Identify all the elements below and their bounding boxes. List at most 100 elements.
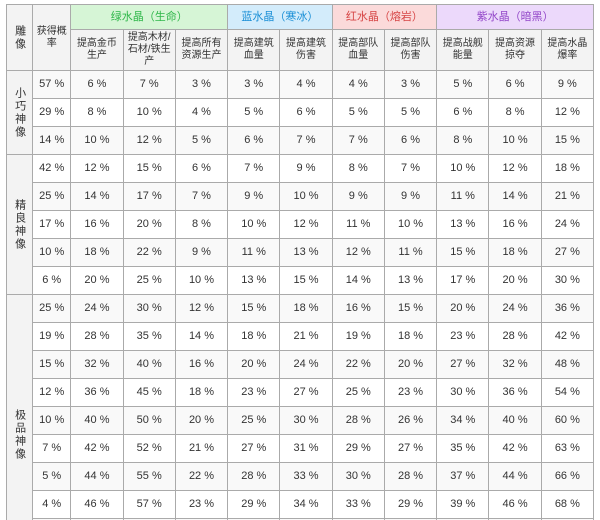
value-cell: 7 % [228,155,280,183]
value-cell: 25 % [123,267,175,295]
value-cell: 22 % [332,351,384,379]
value-cell: 6 % [71,71,123,99]
value-cell: 11 % [384,239,436,267]
prob-cell: 15 % [33,351,71,379]
value-cell: 18 % [175,379,227,407]
value-cell: 42 % [489,435,541,463]
value-cell: 3 % [228,71,280,99]
value-cell: 7 % [175,183,227,211]
value-cell: 54 % [541,379,593,407]
value-cell: 20 % [489,267,541,295]
section-label: 小巧神像 [7,71,33,155]
value-cell: 9 % [541,71,593,99]
col-header-probability: 获得概率 [33,5,71,71]
value-cell: 11 % [332,211,384,239]
value-cell: 18 % [489,239,541,267]
value-cell: 42 % [71,435,123,463]
value-cell: 5 % [332,99,384,127]
value-cell: 15 % [384,295,436,323]
value-cell: 13 % [437,211,489,239]
prob-cell: 17 % [33,211,71,239]
section-label: 精良神像 [7,155,33,295]
prob-cell: 6 % [33,267,71,295]
value-cell: 7 % [384,155,436,183]
value-cell: 4 % [332,71,384,99]
value-cell: 52 % [123,435,175,463]
value-cell: 6 % [437,99,489,127]
prob-cell: 25 % [33,295,71,323]
value-cell: 17 % [437,267,489,295]
sub-header: 提高所有资源生产 [175,30,227,71]
value-cell: 22 % [175,463,227,491]
value-cell: 35 % [437,435,489,463]
table-row: 29 %8 %10 %4 %5 %6 %5 %5 %6 %8 %12 % [7,99,594,127]
value-cell: 14 % [332,267,384,295]
value-cell: 10 % [228,211,280,239]
value-cell: 9 % [175,239,227,267]
value-cell: 9 % [332,183,384,211]
value-cell: 13 % [384,267,436,295]
group-header: 红水晶（熔岩） [332,5,437,30]
value-cell: 12 % [332,239,384,267]
value-cell: 5 % [228,99,280,127]
value-cell: 20 % [71,267,123,295]
value-cell: 25 % [332,379,384,407]
prob-cell: 5 % [33,463,71,491]
value-cell: 15 % [228,295,280,323]
value-cell: 28 % [332,407,384,435]
value-cell: 10 % [71,127,123,155]
value-cell: 27 % [541,239,593,267]
value-cell: 10 % [123,99,175,127]
value-cell: 15 % [280,267,332,295]
value-cell: 45 % [123,379,175,407]
value-cell: 29 % [228,491,280,519]
value-cell: 30 % [280,407,332,435]
value-cell: 20 % [228,351,280,379]
prob-cell: 19 % [33,323,71,351]
group-header: 蓝水晶（寒冰） [228,5,333,30]
value-cell: 19 % [332,323,384,351]
value-cell: 20 % [384,351,436,379]
value-cell: 13 % [280,239,332,267]
value-cell: 18 % [280,295,332,323]
value-cell: 15 % [437,239,489,267]
value-cell: 8 % [489,99,541,127]
value-cell: 40 % [71,407,123,435]
sub-header: 提高建筑血量 [228,30,280,71]
value-cell: 23 % [384,379,436,407]
table-body: 小巧神像57 %6 %7 %3 %3 %4 %4 %3 %5 %6 %9 %29… [7,71,594,520]
prob-cell: 12 % [33,379,71,407]
value-cell: 16 % [489,211,541,239]
sub-header: 提高金币生产 [71,30,123,71]
value-cell: 10 % [437,155,489,183]
value-cell: 35 % [123,323,175,351]
sub-header: 提高部队血量 [332,30,384,71]
value-cell: 10 % [489,127,541,155]
table-row: 10 %18 %22 %9 %11 %13 %12 %11 %15 %18 %2… [7,239,594,267]
value-cell: 28 % [228,463,280,491]
value-cell: 24 % [489,295,541,323]
value-cell: 28 % [71,323,123,351]
value-cell: 9 % [280,155,332,183]
value-cell: 14 % [489,183,541,211]
prob-cell: 29 % [33,99,71,127]
value-cell: 12 % [175,295,227,323]
value-cell: 6 % [489,71,541,99]
value-cell: 32 % [71,351,123,379]
sub-header: 提高部队伤害 [384,30,436,71]
value-cell: 29 % [384,491,436,519]
table-row: 4 %46 %57 %23 %29 %34 %33 %29 %39 %46 %6… [7,491,594,519]
prob-cell: 42 % [33,155,71,183]
value-cell: 44 % [489,463,541,491]
value-cell: 9 % [384,183,436,211]
value-cell: 14 % [71,183,123,211]
value-cell: 63 % [541,435,593,463]
prob-cell: 10 % [33,407,71,435]
value-cell: 18 % [228,323,280,351]
value-cell: 34 % [437,407,489,435]
value-cell: 18 % [71,239,123,267]
value-cell: 8 % [332,155,384,183]
table-row: 精良神像42 %12 %15 %6 %7 %9 %8 %7 %10 %12 %1… [7,155,594,183]
table-row: 10 %40 %50 %20 %25 %30 %28 %26 %34 %40 %… [7,407,594,435]
value-cell: 5 % [437,71,489,99]
